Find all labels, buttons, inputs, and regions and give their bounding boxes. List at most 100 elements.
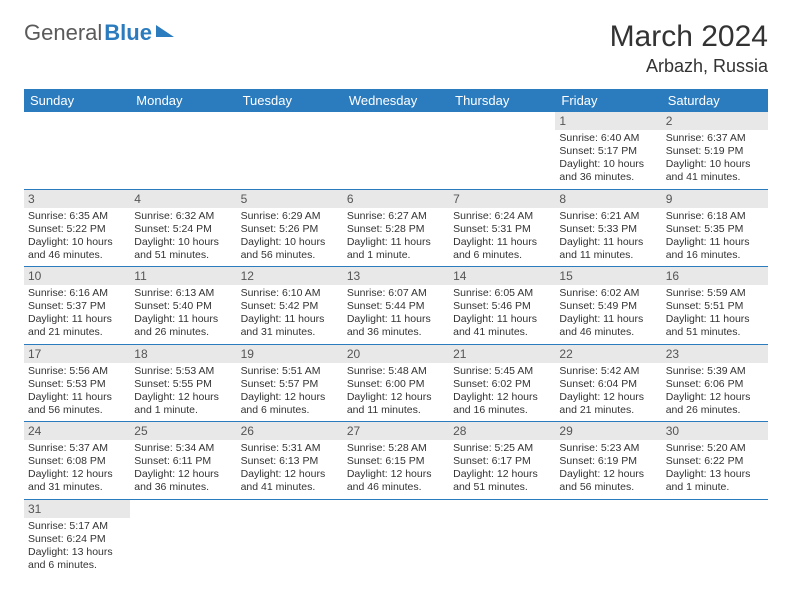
sunset-text: Sunset: 5:37 PM [28,300,126,313]
sunrise-text: Sunrise: 5:56 AM [28,365,126,378]
day-number [343,500,449,518]
daylight-text: Daylight: 11 hours and 21 minutes. [28,313,126,339]
day-details: Sunrise: 6:35 AMSunset: 5:22 PMDaylight:… [24,208,130,267]
sunrise-text: Sunrise: 6:07 AM [347,287,445,300]
day-details: Sunrise: 5:53 AMSunset: 5:55 PMDaylight:… [130,363,236,422]
sunrise-text: Sunrise: 6:35 AM [28,210,126,223]
sunset-text: Sunset: 6:11 PM [134,455,232,468]
weekday-header: Thursday [449,89,555,112]
calendar-day-cell: 14Sunrise: 6:05 AMSunset: 5:46 PMDayligh… [449,267,555,345]
sunset-text: Sunset: 5:28 PM [347,223,445,236]
daylight-text: Daylight: 10 hours and 41 minutes. [666,158,764,184]
daylight-text: Daylight: 12 hours and 51 minutes. [453,468,551,494]
calendar-day-cell [24,112,130,189]
sunrise-text: Sunrise: 6:18 AM [666,210,764,223]
day-number: 19 [237,345,343,363]
sunrise-text: Sunrise: 6:40 AM [559,132,657,145]
sunrise-text: Sunrise: 5:28 AM [347,442,445,455]
title-block: March 2024 Arbazh, Russia [610,20,768,77]
daylight-text: Daylight: 12 hours and 46 minutes. [347,468,445,494]
day-details: Sunrise: 6:24 AMSunset: 5:31 PMDaylight:… [449,208,555,267]
day-number: 14 [449,267,555,285]
sunset-text: Sunset: 5:31 PM [453,223,551,236]
calendar-day-cell: 19Sunrise: 5:51 AMSunset: 5:57 PMDayligh… [237,344,343,422]
daylight-text: Daylight: 10 hours and 51 minutes. [134,236,232,262]
location: Arbazh, Russia [610,56,768,77]
calendar-day-cell: 24Sunrise: 5:37 AMSunset: 6:08 PMDayligh… [24,422,130,500]
calendar-day-cell [237,112,343,189]
sunrise-text: Sunrise: 6:13 AM [134,287,232,300]
month-title: March 2024 [610,20,768,54]
sunrise-text: Sunrise: 6:21 AM [559,210,657,223]
sunrise-text: Sunrise: 5:37 AM [28,442,126,455]
day-number [237,112,343,130]
day-number: 1 [555,112,661,130]
day-number: 8 [555,190,661,208]
day-details: Sunrise: 5:34 AMSunset: 6:11 PMDaylight:… [130,440,236,499]
sunset-text: Sunset: 5:24 PM [134,223,232,236]
calendar-day-cell [130,112,236,189]
calendar-day-cell [449,112,555,189]
calendar-day-cell: 27Sunrise: 5:28 AMSunset: 6:15 PMDayligh… [343,422,449,500]
daylight-text: Daylight: 11 hours and 51 minutes. [666,313,764,339]
calendar-week-row: 10Sunrise: 6:16 AMSunset: 5:37 PMDayligh… [24,267,768,345]
sunrise-text: Sunrise: 5:17 AM [28,520,126,533]
day-details: Sunrise: 6:18 AMSunset: 5:35 PMDaylight:… [662,208,768,267]
daylight-text: Daylight: 12 hours and 26 minutes. [666,391,764,417]
sunset-text: Sunset: 5:51 PM [666,300,764,313]
calendar-day-cell: 11Sunrise: 6:13 AMSunset: 5:40 PMDayligh… [130,267,236,345]
sunset-text: Sunset: 5:26 PM [241,223,339,236]
weekday-header: Monday [130,89,236,112]
calendar-day-cell: 10Sunrise: 6:16 AMSunset: 5:37 PMDayligh… [24,267,130,345]
day-details: Sunrise: 5:48 AMSunset: 6:00 PMDaylight:… [343,363,449,422]
calendar-day-cell: 6Sunrise: 6:27 AMSunset: 5:28 PMDaylight… [343,189,449,267]
day-number: 13 [343,267,449,285]
day-number: 9 [662,190,768,208]
day-number: 2 [662,112,768,130]
calendar-table: Sunday Monday Tuesday Wednesday Thursday… [24,89,768,576]
daylight-text: Daylight: 10 hours and 36 minutes. [559,158,657,184]
daylight-text: Daylight: 12 hours and 6 minutes. [241,391,339,417]
calendar-week-row: 3Sunrise: 6:35 AMSunset: 5:22 PMDaylight… [24,189,768,267]
calendar-day-cell [343,499,449,576]
daylight-text: Daylight: 12 hours and 36 minutes. [134,468,232,494]
calendar-week-row: 24Sunrise: 5:37 AMSunset: 6:08 PMDayligh… [24,422,768,500]
day-details: Sunrise: 6:27 AMSunset: 5:28 PMDaylight:… [343,208,449,267]
sunrise-text: Sunrise: 5:31 AM [241,442,339,455]
sunset-text: Sunset: 6:06 PM [666,378,764,391]
day-details: Sunrise: 5:20 AMSunset: 6:22 PMDaylight:… [662,440,768,499]
day-details: Sunrise: 6:32 AMSunset: 5:24 PMDaylight:… [130,208,236,267]
daylight-text: Daylight: 11 hours and 16 minutes. [666,236,764,262]
day-details: Sunrise: 5:17 AMSunset: 6:24 PMDaylight:… [24,518,130,577]
day-number: 5 [237,190,343,208]
sunset-text: Sunset: 5:46 PM [453,300,551,313]
calendar-day-cell: 20Sunrise: 5:48 AMSunset: 6:00 PMDayligh… [343,344,449,422]
calendar-day-cell: 18Sunrise: 5:53 AMSunset: 5:55 PMDayligh… [130,344,236,422]
sunset-text: Sunset: 5:55 PM [134,378,232,391]
sunset-text: Sunset: 5:17 PM [559,145,657,158]
calendar-day-cell: 8Sunrise: 6:21 AMSunset: 5:33 PMDaylight… [555,189,661,267]
day-details: Sunrise: 5:37 AMSunset: 6:08 PMDaylight:… [24,440,130,499]
day-number [130,112,236,130]
daylight-text: Daylight: 13 hours and 1 minute. [666,468,764,494]
day-number: 21 [449,345,555,363]
sunset-text: Sunset: 5:42 PM [241,300,339,313]
calendar-day-cell [130,499,236,576]
sunset-text: Sunset: 6:19 PM [559,455,657,468]
sunrise-text: Sunrise: 5:42 AM [559,365,657,378]
sunrise-text: Sunrise: 6:05 AM [453,287,551,300]
sunset-text: Sunset: 6:13 PM [241,455,339,468]
daylight-text: Daylight: 11 hours and 36 minutes. [347,313,445,339]
day-details: Sunrise: 6:05 AMSunset: 5:46 PMDaylight:… [449,285,555,344]
daylight-text: Daylight: 11 hours and 6 minutes. [453,236,551,262]
sunrise-text: Sunrise: 5:25 AM [453,442,551,455]
sunrise-text: Sunrise: 5:59 AM [666,287,764,300]
day-number: 12 [237,267,343,285]
calendar-day-cell: 25Sunrise: 5:34 AMSunset: 6:11 PMDayligh… [130,422,236,500]
weekday-header: Saturday [662,89,768,112]
calendar-day-cell: 17Sunrise: 5:56 AMSunset: 5:53 PMDayligh… [24,344,130,422]
day-number: 29 [555,422,661,440]
day-number [237,500,343,518]
day-details: Sunrise: 5:23 AMSunset: 6:19 PMDaylight:… [555,440,661,499]
day-number: 4 [130,190,236,208]
